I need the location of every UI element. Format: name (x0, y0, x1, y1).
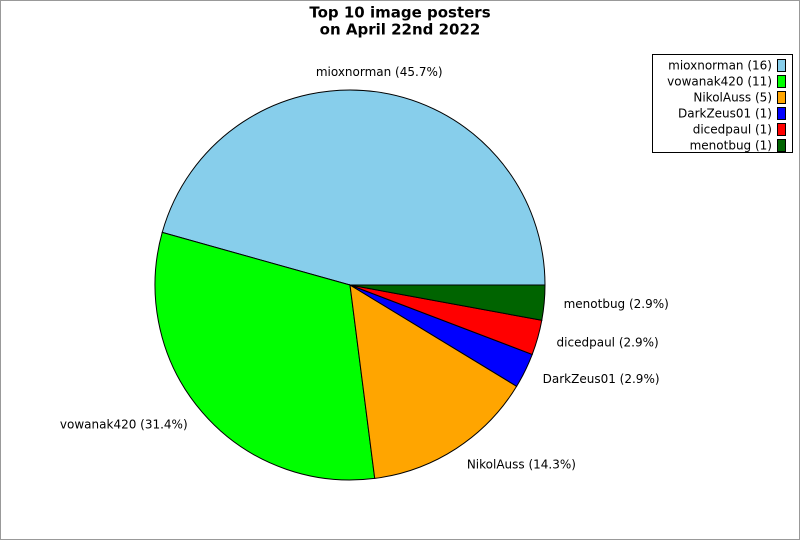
pie-slice (349, 284, 518, 479)
legend-swatch (777, 59, 786, 72)
legend-swatch (777, 123, 786, 136)
legend-label: DarkZeus01 (1) (678, 107, 772, 121)
legend-swatch (777, 139, 786, 152)
pie-slice (161, 89, 546, 286)
slice-label: NikolAuss (14.3%) (467, 457, 576, 471)
legend-label: mioxnorman (16) (668, 59, 772, 73)
legend-swatch (777, 75, 786, 88)
legend-label: dicedpaul (1) (693, 123, 772, 137)
legend-swatch (777, 91, 786, 104)
pie-slice (154, 231, 376, 481)
slice-label: menotbug (2.9%) (564, 297, 669, 311)
pie-slice (349, 284, 546, 321)
slice-label: mioxnorman (45.7%) (316, 65, 443, 79)
legend-label: menotbug (1) (690, 139, 772, 153)
slice-label: DarkZeus01 (2.9%) (543, 372, 660, 386)
legend-label: NikolAuss (5) (693, 91, 772, 105)
legend-box (652, 54, 793, 153)
slice-label: dicedpaul (2.9%) (557, 335, 659, 349)
legend-label: vowanak420 (11) (667, 75, 772, 89)
slice-label: vowanak420 (31.4%) (60, 418, 188, 432)
chart-title: Top 10 image posters (309, 4, 490, 22)
legend-swatch (777, 107, 786, 120)
chart-title: on April 22nd 2022 (320, 21, 481, 39)
